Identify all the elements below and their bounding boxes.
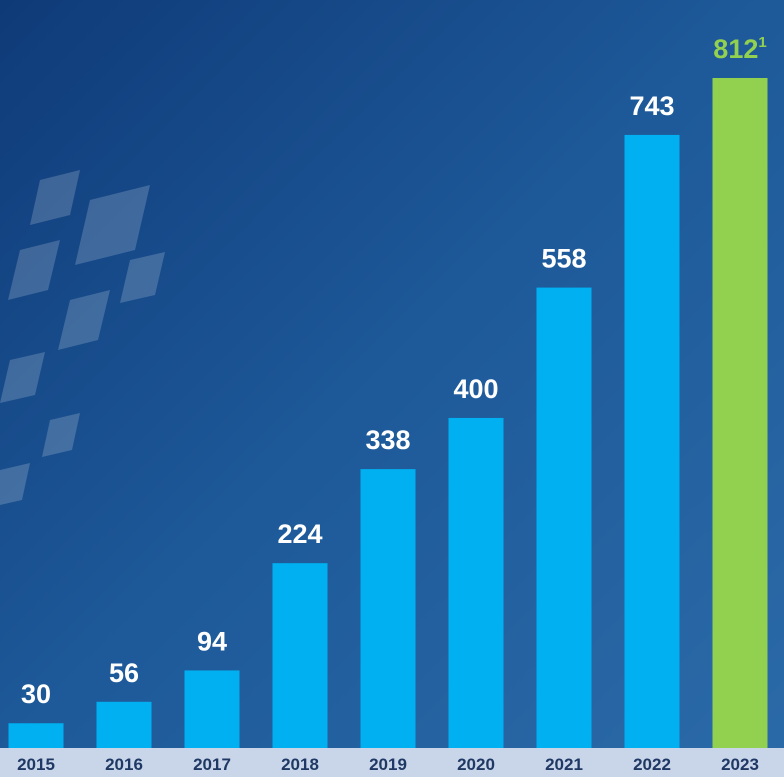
value-label-number: 338	[365, 425, 410, 455]
value-label-number: 94	[197, 626, 227, 656]
bar	[9, 723, 64, 748]
x-tick-label: 2020	[457, 755, 495, 774]
bar	[625, 135, 680, 748]
bar	[97, 702, 152, 748]
bar	[449, 418, 504, 748]
x-tick-label: 2016	[105, 755, 143, 774]
value-label-number: 400	[453, 374, 498, 404]
value-label-number: 224	[277, 519, 322, 549]
x-tick-label: 2023	[721, 755, 759, 774]
value-label: 400	[453, 374, 498, 404]
x-tick-label: 2015	[17, 755, 55, 774]
x-tick-label: 2018	[281, 755, 319, 774]
bar	[361, 469, 416, 748]
value-label-number: 743	[629, 91, 674, 121]
x-tick-label: 2021	[545, 755, 583, 774]
value-label-number: 558	[541, 244, 586, 274]
bar	[273, 563, 328, 748]
x-tick-label: 2022	[633, 755, 671, 774]
value-label-number: 812	[713, 34, 758, 64]
bar	[185, 670, 240, 748]
x-tick-label: 2017	[193, 755, 231, 774]
value-label: 558	[541, 244, 586, 274]
bar	[537, 288, 592, 748]
value-label: 30	[21, 679, 51, 709]
value-label: 94	[197, 626, 227, 656]
footnote-ref: 1	[758, 34, 766, 51]
value-label: 224	[277, 519, 322, 549]
value-label: 338	[365, 425, 410, 455]
chart: 30 2015 56 2016 94 2017 224 2018 338 2019 400 2020 5…	[0, 0, 784, 777]
value-label: 743	[629, 91, 674, 121]
value-label: 56	[109, 658, 139, 688]
bar	[713, 78, 768, 748]
value-label-number: 30	[21, 679, 51, 709]
x-tick-label: 2019	[369, 755, 407, 774]
value-label-number: 56	[109, 658, 139, 688]
